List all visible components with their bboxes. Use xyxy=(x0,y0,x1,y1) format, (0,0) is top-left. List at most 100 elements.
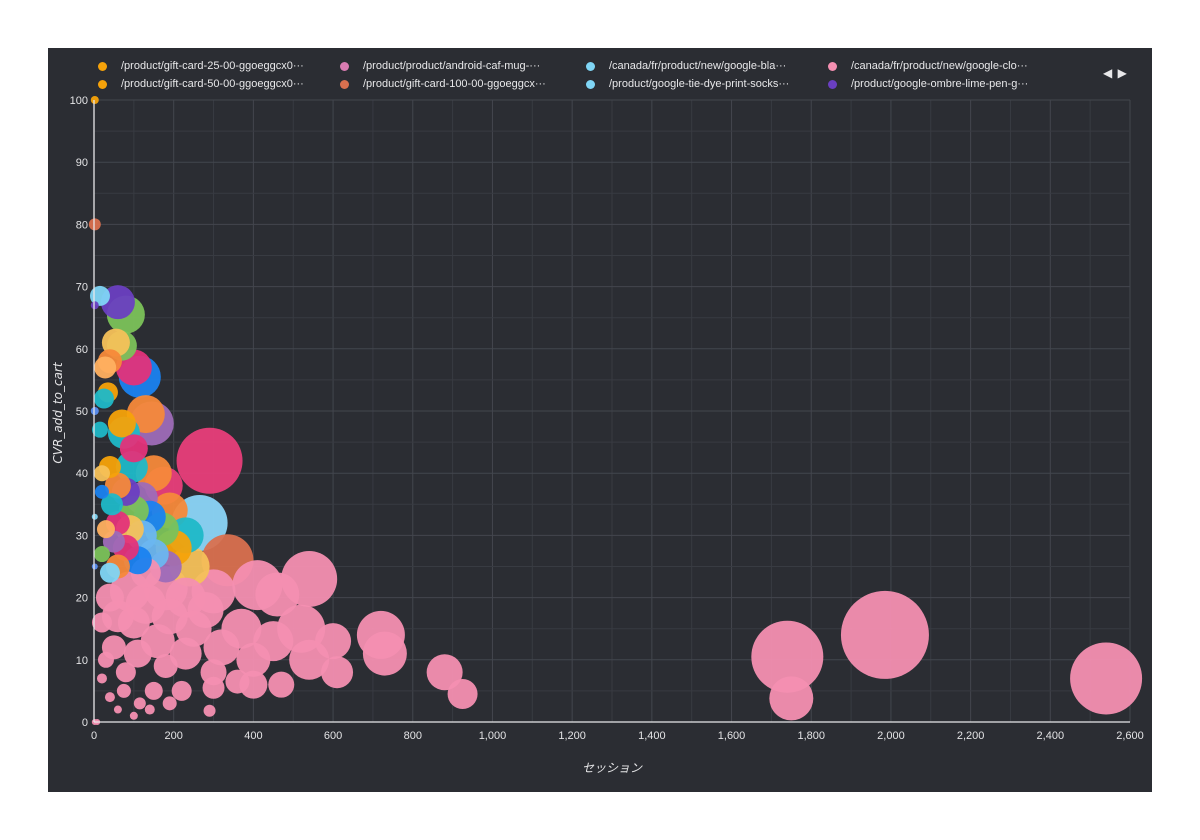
legend-item[interactable]: /canada/fr/product/new/google-clo··· xyxy=(828,60,1028,72)
legend-next-arrow-icon[interactable]: ▶ xyxy=(1117,66,1128,80)
legend-item[interactable]: /product/gift-card-100-00-ggoeggcx··· xyxy=(340,78,546,90)
legend-swatch xyxy=(98,79,107,89)
legend-swatch xyxy=(828,79,837,89)
x-tick-label: 1,600 xyxy=(718,730,746,742)
bubble-point[interactable] xyxy=(96,673,107,684)
legend-label: /product/gift-card-100-00-ggoeggcx··· xyxy=(363,78,546,90)
x-tick-label: 2,400 xyxy=(1037,730,1065,742)
legend-item[interactable]: /canada/fr/product/new/google-bla··· xyxy=(586,60,786,72)
y-tick-label: 20 xyxy=(76,593,88,605)
bubble-point[interactable] xyxy=(123,639,152,668)
bubble-point[interactable] xyxy=(840,590,929,679)
bubble-point[interactable] xyxy=(104,692,115,703)
y-tick-label: 30 xyxy=(76,530,88,542)
y-tick-label: 90 xyxy=(76,157,88,169)
bubble-point[interactable] xyxy=(144,681,163,700)
bubble-point[interactable] xyxy=(93,546,110,563)
bubble-point[interactable] xyxy=(162,696,177,711)
y-tick-label: 80 xyxy=(76,219,88,231)
bubble-point[interactable] xyxy=(144,704,155,715)
y-tick-label: 60 xyxy=(76,344,88,356)
bubble-point[interactable] xyxy=(95,583,124,612)
bubble-point[interactable] xyxy=(113,705,122,714)
bubble-point[interactable] xyxy=(90,407,99,415)
bubble-point[interactable] xyxy=(117,606,150,639)
bubble-point[interactable] xyxy=(93,388,114,409)
legend-item[interactable]: /product/google-ombre-lime-pen-g··· xyxy=(828,78,1028,90)
bubble-point[interactable] xyxy=(153,654,178,679)
legend-item[interactable]: /product/product/android-caf-mug-··· xyxy=(340,60,540,72)
x-tick-label: 400 xyxy=(244,730,262,742)
bubble-point[interactable] xyxy=(236,642,271,677)
bubble-point[interactable] xyxy=(91,513,98,520)
legend-item[interactable]: /product/gift-card-50-00-ggoeggcx0··· xyxy=(98,78,304,90)
bubble-point[interactable] xyxy=(90,96,99,104)
x-tick-label: 800 xyxy=(404,730,422,742)
x-tick-label: 2,600 xyxy=(1116,730,1144,742)
bubble-point[interactable] xyxy=(89,285,110,306)
bubble-point[interactable] xyxy=(169,637,202,670)
bubble-point[interactable] xyxy=(176,427,243,494)
bubble-point[interactable] xyxy=(94,484,109,499)
x-tick-label: 1,400 xyxy=(638,730,666,742)
legend-swatch xyxy=(340,61,349,71)
bubble-point[interactable] xyxy=(88,218,101,231)
legend: /product/gift-card-25-00-ggoeggcx0··· /pr… xyxy=(98,60,1108,96)
bubble-point[interactable] xyxy=(100,493,123,516)
legend-swatch xyxy=(98,61,107,71)
x-axis-title: セッション xyxy=(582,761,643,775)
x-tick-label: 1,200 xyxy=(558,730,586,742)
bubble-point[interactable] xyxy=(93,465,110,482)
bubble-point[interactable] xyxy=(769,676,814,721)
legend-prev-arrow-icon[interactable]: ◀ xyxy=(1103,66,1114,80)
bubble-point[interactable] xyxy=(426,654,463,691)
bubble-point[interactable] xyxy=(751,620,824,693)
bubble-point[interactable] xyxy=(202,676,225,699)
bubble-point[interactable] xyxy=(268,671,295,698)
bubble-point[interactable] xyxy=(133,697,146,710)
bubble-point[interactable] xyxy=(321,656,354,689)
bubble-point[interactable] xyxy=(107,409,136,438)
y-tick-label: 0 xyxy=(82,717,88,729)
bubble-point[interactable] xyxy=(104,472,131,499)
bubble-point[interactable] xyxy=(203,704,216,717)
x-tick-label: 1,000 xyxy=(479,730,507,742)
bubble-point[interactable] xyxy=(90,301,99,310)
grid-lines xyxy=(93,99,1131,723)
bubble-point[interactable] xyxy=(94,356,117,379)
bubble-point[interactable] xyxy=(99,562,120,583)
legend-label: /product/google-tie-dye-print-socks··· xyxy=(609,78,790,90)
legend-label: /canada/fr/product/new/google-clo··· xyxy=(851,60,1028,72)
bubble-point[interactable] xyxy=(91,421,108,438)
bubble-point[interactable] xyxy=(1070,642,1143,715)
y-axis-title: CVR_add_to_cart xyxy=(51,361,65,463)
chart-panel: 0 200 400 600 800 1,000 1,200 1,400 1,600 1,800 2,… xyxy=(48,48,1152,792)
bubble-point[interactable] xyxy=(119,434,148,463)
legend-item[interactable]: /product/google-tie-dye-print-socks··· xyxy=(586,78,789,90)
bubble-point[interactable] xyxy=(116,683,131,698)
bubble-point[interactable] xyxy=(115,662,136,683)
legend-label: /product/gift-card-25-00-ggoeggcx0··· xyxy=(121,60,304,72)
legend-swatch xyxy=(586,79,595,89)
legend-label: /product/google-ombre-lime-pen-g··· xyxy=(851,78,1029,90)
bubble-point[interactable] xyxy=(255,572,300,617)
bubble-point[interactable] xyxy=(315,623,352,660)
legend-swatch xyxy=(586,61,595,71)
bubble-point[interactable] xyxy=(447,679,478,710)
bubble-point[interactable] xyxy=(200,659,227,686)
x-tick-label: 2,000 xyxy=(877,730,905,742)
legend-item[interactable]: /product/gift-card-25-00-ggoeggcx0··· xyxy=(98,60,304,72)
bubble-point[interactable] xyxy=(97,651,114,668)
x-tick-label: 0 xyxy=(91,730,97,742)
bubble-point[interactable] xyxy=(91,563,98,570)
bubble-point[interactable] xyxy=(362,631,407,676)
bubble-point[interactable] xyxy=(129,711,138,720)
bubble-point[interactable] xyxy=(91,612,112,633)
x-tick-label: 1,800 xyxy=(797,730,825,742)
bubble-point[interactable] xyxy=(203,629,240,666)
bubble-point[interactable] xyxy=(225,669,250,694)
legend-pager: ◀ ▶ xyxy=(1103,66,1128,80)
bubble-point[interactable] xyxy=(171,680,192,701)
legend-swatch xyxy=(828,61,837,71)
bubble-point[interactable] xyxy=(96,520,115,539)
